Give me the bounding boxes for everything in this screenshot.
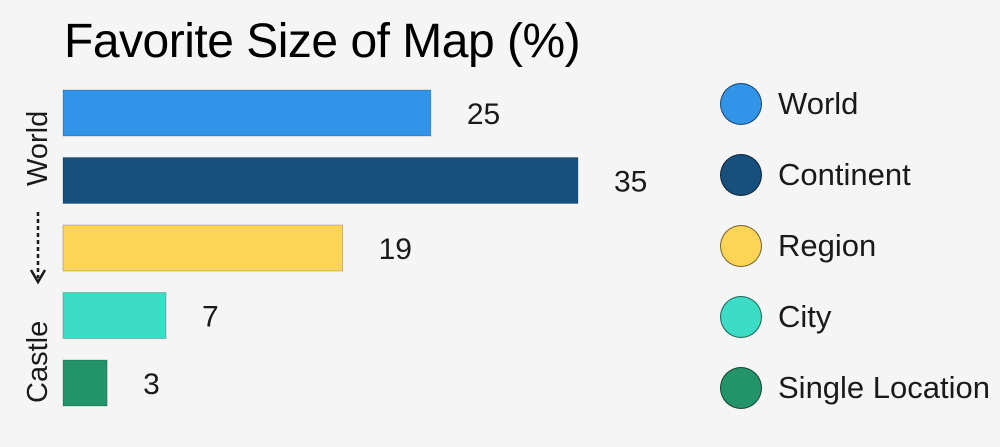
y-axis-bottom-label: Castle bbox=[22, 320, 54, 403]
legend-label: Single Location bbox=[778, 370, 990, 405]
legend-label: Region bbox=[778, 228, 877, 263]
bar-chart: 25 35 19 7 3 bbox=[29, 89, 647, 407]
value-label-city: 7 bbox=[202, 301, 219, 334]
legend-label: World bbox=[778, 86, 859, 121]
y-axis-top-label: World bbox=[22, 110, 54, 186]
bar-region bbox=[62, 224, 343, 272]
bar-continent bbox=[62, 157, 579, 204]
legend-swatch bbox=[720, 296, 762, 338]
legend-label: Continent bbox=[778, 157, 911, 192]
bar-single-location bbox=[62, 359, 108, 407]
axis-arrow bbox=[29, 212, 47, 285]
value-label-single-location: 3 bbox=[143, 368, 160, 401]
chart-title: Favorite Size of Map (%) bbox=[64, 15, 581, 68]
value-label-continent: 35 bbox=[614, 166, 647, 199]
legend-swatch bbox=[720, 83, 762, 125]
bar-city bbox=[62, 292, 167, 339]
legend-swatch bbox=[720, 154, 762, 196]
bars-group bbox=[62, 89, 579, 407]
value-label-world: 25 bbox=[467, 98, 500, 131]
bar-world bbox=[62, 89, 432, 137]
value-label-region: 19 bbox=[379, 233, 412, 266]
value-labels-group: 25 35 19 7 3 bbox=[143, 98, 647, 401]
legend-label: City bbox=[778, 299, 832, 334]
legend-swatch bbox=[720, 225, 762, 267]
legend-swatch bbox=[720, 367, 762, 409]
